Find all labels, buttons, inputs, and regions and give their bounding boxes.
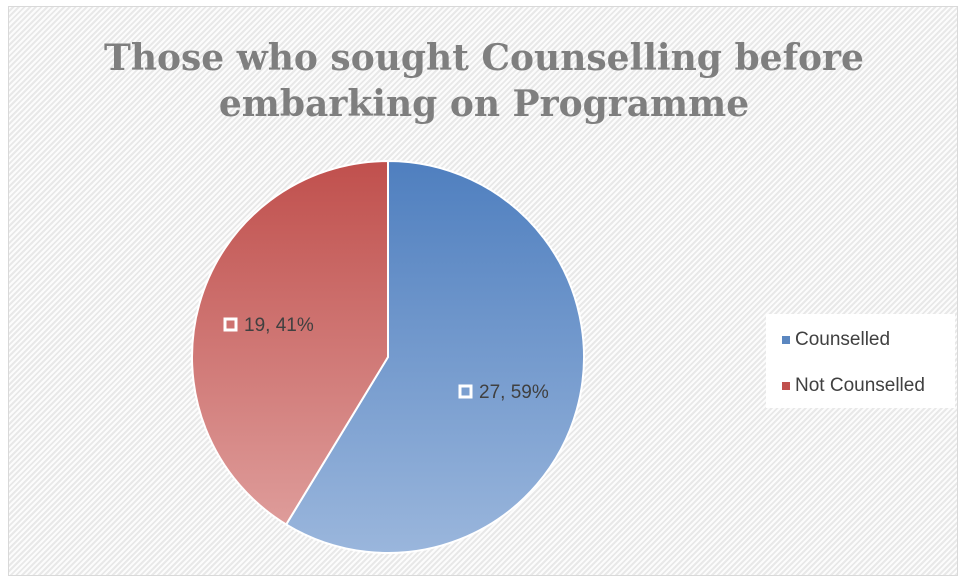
chart-title: Those who sought Counselling before emba… xyxy=(9,35,959,127)
data-label-marker-0 xyxy=(458,384,473,399)
chart-title-line-2: embarking on Programme xyxy=(218,83,750,125)
legend-label-counselled: Counselled xyxy=(795,329,891,350)
legend-label-not-counselled: Not Counselled xyxy=(795,375,925,396)
pie-slice-not-counselled xyxy=(191,159,389,526)
legend-swatch-not-counselled xyxy=(782,382,790,390)
legend: Counselled Not Counselled xyxy=(766,314,955,408)
chart-area: Those who sought Counselling before emba… xyxy=(8,6,958,576)
chart-title-line-1: Those who sought Counselling before xyxy=(104,37,864,79)
legend-item-counselled: Counselled xyxy=(782,328,890,352)
pie-slices xyxy=(191,159,585,554)
legend-swatch-counselled xyxy=(782,336,790,344)
pie-data-labels: 27, 59% 19, 41% xyxy=(223,315,549,403)
data-label-not-counselled: 19, 41% xyxy=(244,315,314,336)
pie-chart: 27, 59% 19, 41% xyxy=(191,159,585,554)
data-label-counselled: 27, 59% xyxy=(479,382,549,403)
data-label-marker-1 xyxy=(223,317,238,332)
pie-slice-counselled xyxy=(284,159,585,554)
legend-item-not-counselled: Not Counselled xyxy=(782,374,925,398)
